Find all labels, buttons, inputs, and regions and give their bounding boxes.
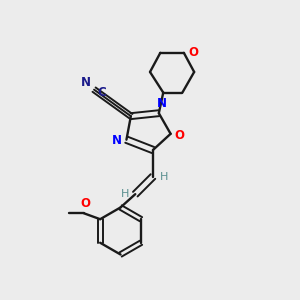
Text: H: H xyxy=(120,189,129,199)
Text: O: O xyxy=(175,129,185,142)
Text: O: O xyxy=(188,46,198,59)
Text: O: O xyxy=(80,197,90,210)
Text: N: N xyxy=(157,97,167,110)
Text: N: N xyxy=(112,134,122,147)
Text: N: N xyxy=(81,76,91,89)
Text: C: C xyxy=(97,86,106,99)
Text: H: H xyxy=(159,172,168,182)
